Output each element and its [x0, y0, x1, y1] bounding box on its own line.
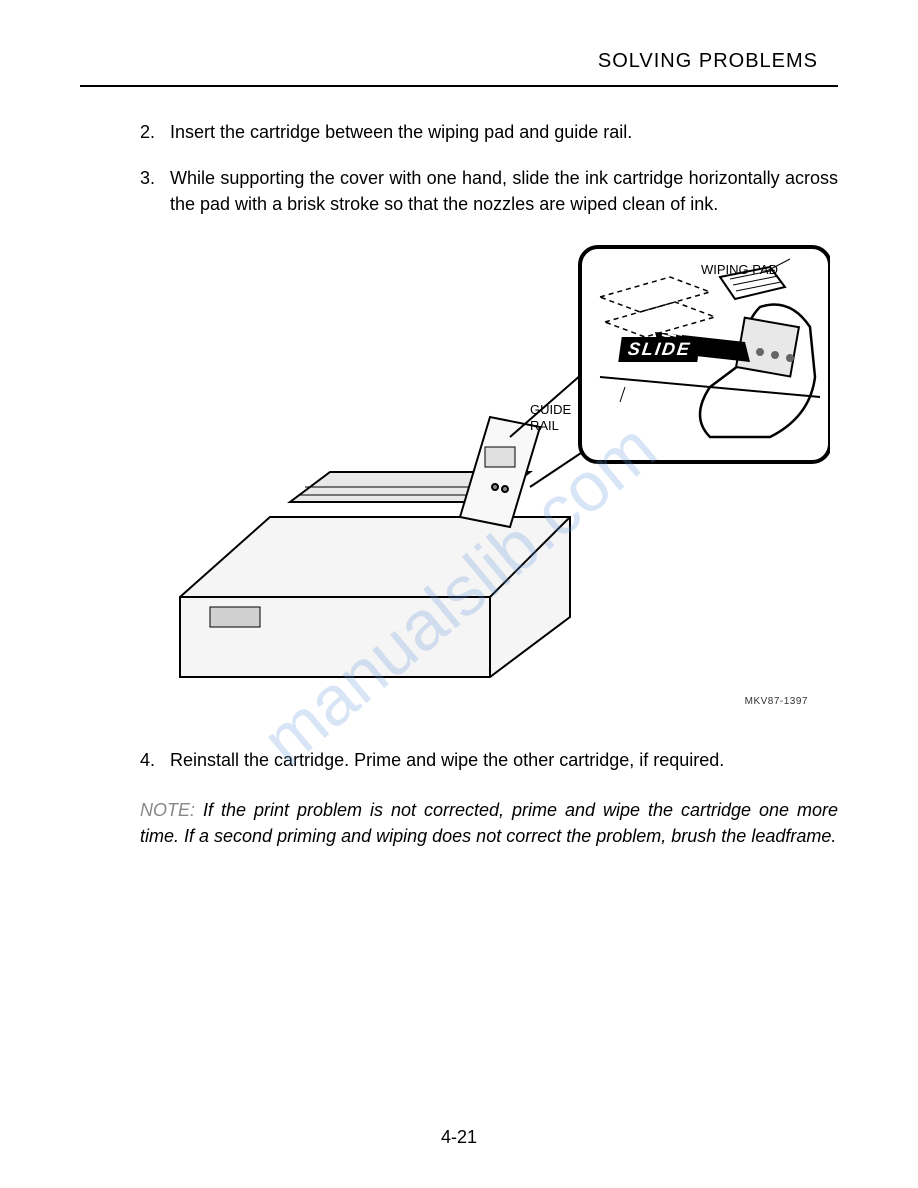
page-number: 4-21 — [0, 1127, 918, 1148]
guide-rail-label: GUIDE RAIL — [530, 402, 571, 433]
step-text: Insert the cartridge between the wiping … — [170, 119, 838, 145]
step-number: 3. — [140, 165, 164, 217]
note-label: NOTE: — [140, 800, 195, 820]
step-number: 4. — [140, 747, 164, 773]
instruction-list-continued: 4. Reinstall the cartridge. Prime and wi… — [80, 747, 838, 773]
step-text: Reinstall the cartridge. Prime and wipe … — [170, 747, 838, 773]
note-block: NOTE: If the print problem is not correc… — [80, 797, 838, 849]
header-rule — [80, 85, 838, 87]
figure-caption: MKV87-1397 — [745, 696, 808, 707]
instruction-list: 2. Insert the cartridge between the wipi… — [80, 119, 838, 217]
note-text: If the print problem is not corrected, p… — [140, 800, 838, 846]
step-4: 4. Reinstall the cartridge. Prime and wi… — [140, 747, 838, 773]
section-header: SOLVING PROBLEMS — [80, 50, 838, 73]
printer-diagram — [150, 237, 830, 687]
figure-container: WIPING PAD GUIDE RAIL SLIDE MKV87-1397 — [80, 237, 838, 717]
guide-rail-line1: GUIDE — [530, 402, 571, 417]
slide-label: SLIDE — [618, 337, 701, 362]
wiping-pad-label: WIPING PAD — [701, 262, 778, 277]
guide-rail-line2: RAIL — [530, 418, 559, 433]
step-2: 2. Insert the cartridge between the wipi… — [140, 119, 838, 145]
step-text: While supporting the cover with one hand… — [170, 165, 838, 217]
step-number: 2. — [140, 119, 164, 145]
step-3: 3. While supporting the cover with one h… — [140, 165, 838, 217]
